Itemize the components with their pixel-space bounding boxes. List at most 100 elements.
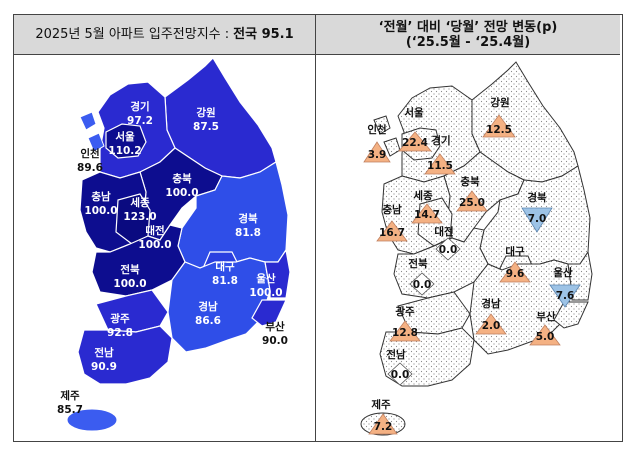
label-daejeon-value: 100.0 [138, 239, 171, 251]
up-triangle-icon [456, 190, 488, 212]
label-jeonbuk-value: 100.0 [113, 278, 146, 290]
label-jeju-value: 85.7 [57, 404, 83, 416]
rvalue-chungnam: 16.7 [379, 227, 405, 239]
label-incheon-name: 인천 [80, 147, 99, 160]
down-triangle-icon [549, 284, 581, 308]
rlabel-gyeongbuk-name: 경북 [527, 191, 547, 204]
left-region-jeonbuk [91, 224, 186, 297]
left-region-jeju [66, 408, 118, 432]
rvalue-incheon: 3.9 [368, 149, 387, 161]
left-region-seoul [105, 123, 147, 159]
up-triangle-icon [398, 131, 432, 152]
left-region-ulsan [264, 248, 291, 299]
rvalue-sejong: 14.7 [414, 209, 440, 221]
left-map: 경기 97.2 서울 110.2 강원 87.5 충북 100.0 충남 100… [57, 57, 291, 432]
up-triangle-icon [499, 261, 531, 283]
rlabel-gangwon-name: 강원 [490, 96, 509, 109]
rlabel-jeonnam-name: 전남 [386, 348, 406, 361]
left-header: 2025년 5월 아파트 입주전망지수 : 전국 95.1 [14, 15, 315, 55]
label-gyeonggi-name: 경기 [130, 100, 149, 113]
label-busan-value: 90.0 [262, 335, 288, 347]
left-region-busan [251, 299, 287, 327]
table-frame [13, 14, 623, 442]
label-daejeon-name: 대전 [145, 224, 164, 237]
zero-diamond-icon [387, 362, 413, 386]
right-region-busan [553, 301, 589, 329]
label-jeonbuk-name: 전북 [120, 263, 140, 276]
left-region-jeonnam [77, 325, 173, 385]
left-header-title: 2025년 5월 아파트 입주전망지수 : [35, 27, 230, 42]
label-incheon-value: 89.6 [77, 162, 103, 174]
up-triangle-icon [475, 313, 507, 335]
right-header: ‘전월’ 대비 ‘당월’ 전망 변동(p) (‘25.5월 - ‘25.4월) [316, 15, 620, 55]
rlabel-gwangju-name: 광주 [395, 306, 415, 318]
left-region-gwangju [95, 289, 169, 333]
label-sejong-value: 123.0 [123, 211, 156, 223]
rvalue-jeju: 7.2 [374, 421, 393, 433]
label-gyeongbuk-name: 경북 [238, 212, 258, 225]
up-triangle-icon [368, 413, 398, 435]
label-jeonnam-value: 90.9 [91, 361, 117, 373]
rvalue-gangwon: 12.5 [486, 124, 512, 136]
up-triangle-icon [529, 324, 561, 346]
national-index: 전국 95.1 [233, 27, 294, 42]
rlabel-daegu-name: 대구 [505, 245, 525, 258]
right-map-markers: 서울 강원 인천 경기 세종 충북 경북 충남 대전 대구 울산 전북 광주 경… [363, 96, 581, 435]
up-triangle-icon [376, 220, 408, 242]
label-jeju-name: 제주 [60, 389, 80, 402]
label-daegu-name: 대구 [215, 260, 235, 273]
up-triangle-icon [424, 153, 456, 175]
rvalue-daejeon: 0.0 [439, 244, 458, 256]
label-gwangju-value: 92.8 [107, 327, 133, 339]
rlabel-busan-name: 부산 [536, 310, 556, 323]
right-map [360, 61, 593, 436]
label-gyeongbuk-value: 81.8 [235, 227, 261, 239]
label-gyeonggi-value: 97.2 [127, 115, 153, 127]
up-triangle-icon [389, 320, 421, 342]
label-sejong-name: 세종 [130, 196, 150, 209]
down-triangle-icon [521, 207, 553, 233]
column-divider [315, 14, 316, 441]
rvalue-gyeonggi: 11.5 [427, 160, 453, 172]
label-gangwon-name: 강원 [196, 106, 215, 119]
rvalue-jeonbuk: 0.0 [413, 279, 432, 291]
rlabel-sejong-name: 세종 [413, 189, 433, 202]
rlabel-incheon-name: 인천 [367, 123, 386, 136]
zero-diamond-icon [409, 272, 435, 296]
rlabel-daejeon-name: 대전 [434, 225, 453, 238]
label-busan-name: 부산 [265, 320, 285, 333]
right-header-line1: ‘전월’ 대비 ‘당월’ 전망 변동(p) [378, 19, 558, 35]
rlabel-gyeonggi-name: 경기 [431, 134, 450, 147]
rvalue-jeonnam: 0.0 [391, 369, 410, 381]
rvalue-gyeongbuk: 7.0 [528, 213, 547, 225]
rvalue-gwangju: 12.8 [392, 327, 418, 339]
left-region-incheon [79, 111, 105, 153]
rlabel-gyeongnam-name: 경남 [481, 297, 501, 310]
label-chungbuk-value: 100.0 [165, 187, 198, 199]
label-seoul-name: 서울 [115, 130, 135, 143]
label-chungnam-value: 100.0 [84, 205, 117, 217]
label-chungnam-name: 충남 [91, 190, 111, 203]
rlabel-ulsan-name: 울산 [553, 266, 573, 279]
rvalue-chungbuk: 25.0 [459, 197, 485, 209]
label-gangwon-value: 87.5 [193, 121, 219, 133]
label-daegu-value: 81.8 [212, 275, 238, 287]
label-gyeongnam-value: 86.6 [195, 315, 221, 327]
rlabel-chungnam-name: 충남 [382, 203, 402, 216]
label-jeonnam-name: 전남 [94, 346, 114, 359]
rlabel-chungbuk-name: 충북 [460, 175, 480, 188]
rvalue-seoul: 22.4 [402, 137, 428, 149]
right-header-line2: (‘25.5월 - ‘25.4월) [405, 34, 531, 50]
label-gyeongnam-name: 경남 [198, 300, 218, 313]
label-chungbuk-name: 충북 [172, 172, 192, 185]
label-seoul-value: 110.2 [108, 145, 141, 157]
label-ulsan-name: 울산 [256, 272, 276, 285]
rvalue-ulsan: 7.6 [556, 290, 575, 302]
rvalue-gyeongnam: 2.0 [482, 320, 501, 332]
label-ulsan-value: 100.0 [249, 287, 282, 299]
rvalue-busan: 5.0 [536, 331, 555, 343]
rlabel-seoul-name: 서울 [404, 106, 424, 119]
label-gwangju-name: 광주 [110, 313, 130, 325]
rlabel-jeju-name: 제주 [371, 398, 391, 411]
